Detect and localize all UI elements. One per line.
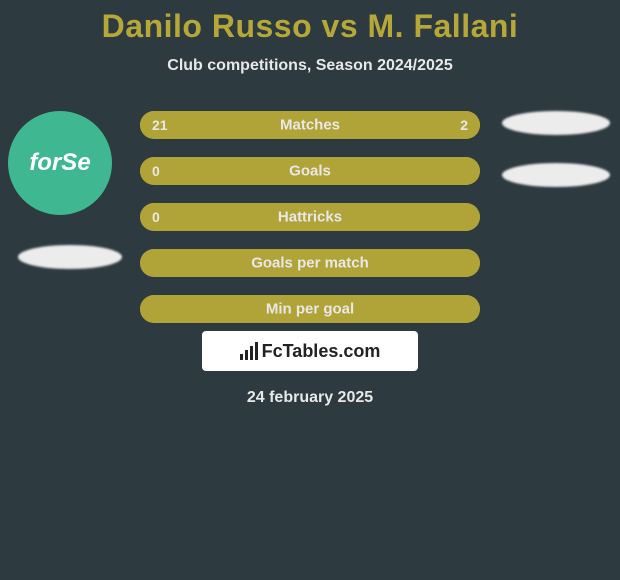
logo-text: FcTables.com <box>262 341 381 362</box>
player-left-avatar: forSe <box>8 111 112 215</box>
stat-rows: 212Matches 0Goals 0Hattricks Goals per matc… <box>140 111 480 323</box>
stat-label: Min per goal <box>140 301 480 318</box>
page-title: Danilo Russo vs M. Fallani <box>0 0 620 45</box>
stat-label: Goals per match <box>140 255 480 272</box>
stat-label: Matches <box>140 117 480 134</box>
footer-date: 24 february 2025 <box>0 389 620 407</box>
stat-row: Min per goal <box>140 295 480 323</box>
player-right-shadow-2 <box>502 163 610 187</box>
stat-row: 212Matches <box>140 111 480 139</box>
stat-label: Hattricks <box>140 209 480 226</box>
stat-row: 0Hattricks <box>140 203 480 231</box>
player-left-avatar-caption: forSe <box>8 111 112 215</box>
logo-box[interactable]: FcTables.com <box>202 331 418 371</box>
player-right-shadow-1 <box>502 111 610 135</box>
page-subtitle: Club competitions, Season 2024/2025 <box>0 57 620 75</box>
stat-row: Goals per match <box>140 249 480 277</box>
bar-chart-icon <box>240 342 258 360</box>
stat-row: 0Goals <box>140 157 480 185</box>
player-left-shadow <box>18 245 122 269</box>
comparison-card: Danilo Russo vs M. Fallani Club competit… <box>0 0 620 580</box>
stat-label: Goals <box>140 163 480 180</box>
